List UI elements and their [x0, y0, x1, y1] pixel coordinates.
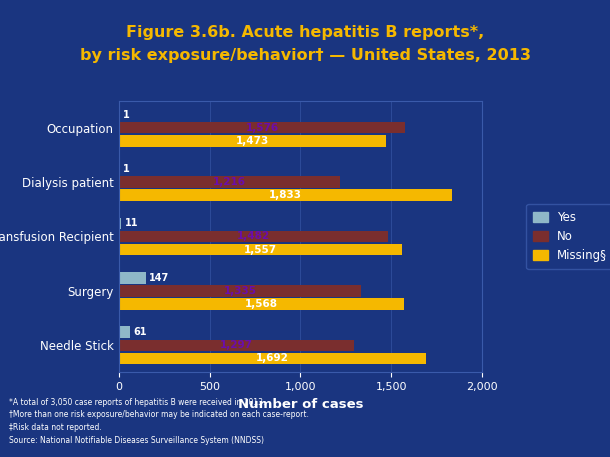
Bar [119, 326, 130, 338]
X-axis label: Number of cases: Number of cases [238, 398, 363, 411]
Bar [119, 244, 401, 255]
Bar [119, 176, 340, 188]
Text: by risk exposure/behavior† — United States, 2013: by risk exposure/behavior† — United Stat… [79, 48, 531, 63]
Text: 1,568: 1,568 [245, 299, 278, 309]
Text: †More than one risk exposure/behavior may be indicated on each case-report.: †More than one risk exposure/behavior ma… [9, 410, 309, 420]
Text: 1,473: 1,473 [236, 136, 269, 146]
Legend: Yes, No, Missing§: Yes, No, Missing§ [526, 204, 610, 269]
Bar [119, 231, 388, 242]
Text: 1,297: 1,297 [220, 340, 253, 350]
Text: Figure 3.6b. Acute hepatitis B reports*,: Figure 3.6b. Acute hepatitis B reports*, [126, 25, 484, 40]
Text: 1,335: 1,335 [224, 286, 257, 296]
Bar [119, 218, 121, 229]
Text: 147: 147 [149, 273, 170, 283]
Text: *A total of 3,050 case reports of hepatitis B were received in 2013.: *A total of 3,050 case reports of hepati… [9, 398, 265, 407]
Text: 1,576: 1,576 [245, 123, 279, 133]
Bar [119, 285, 361, 297]
Text: 1,692: 1,692 [256, 353, 289, 363]
Text: 61: 61 [134, 327, 147, 337]
Text: 1: 1 [123, 164, 129, 174]
Bar [119, 135, 386, 147]
Text: 1,482: 1,482 [237, 232, 270, 241]
Text: 1,216: 1,216 [213, 177, 246, 187]
Bar [119, 189, 451, 201]
Bar [119, 340, 354, 351]
Text: 1: 1 [123, 110, 129, 120]
Bar [119, 298, 403, 310]
Text: 11: 11 [124, 218, 138, 228]
Text: ‡Risk data not reported.: ‡Risk data not reported. [9, 423, 102, 432]
Text: 1,557: 1,557 [243, 244, 277, 255]
Text: Source: National Notifiable Diseases Surveillance System (NNDSS): Source: National Notifiable Diseases Sur… [9, 436, 264, 445]
Bar [119, 122, 405, 133]
Text: 1,833: 1,833 [269, 190, 302, 200]
Bar [119, 272, 146, 284]
Bar [119, 352, 426, 364]
